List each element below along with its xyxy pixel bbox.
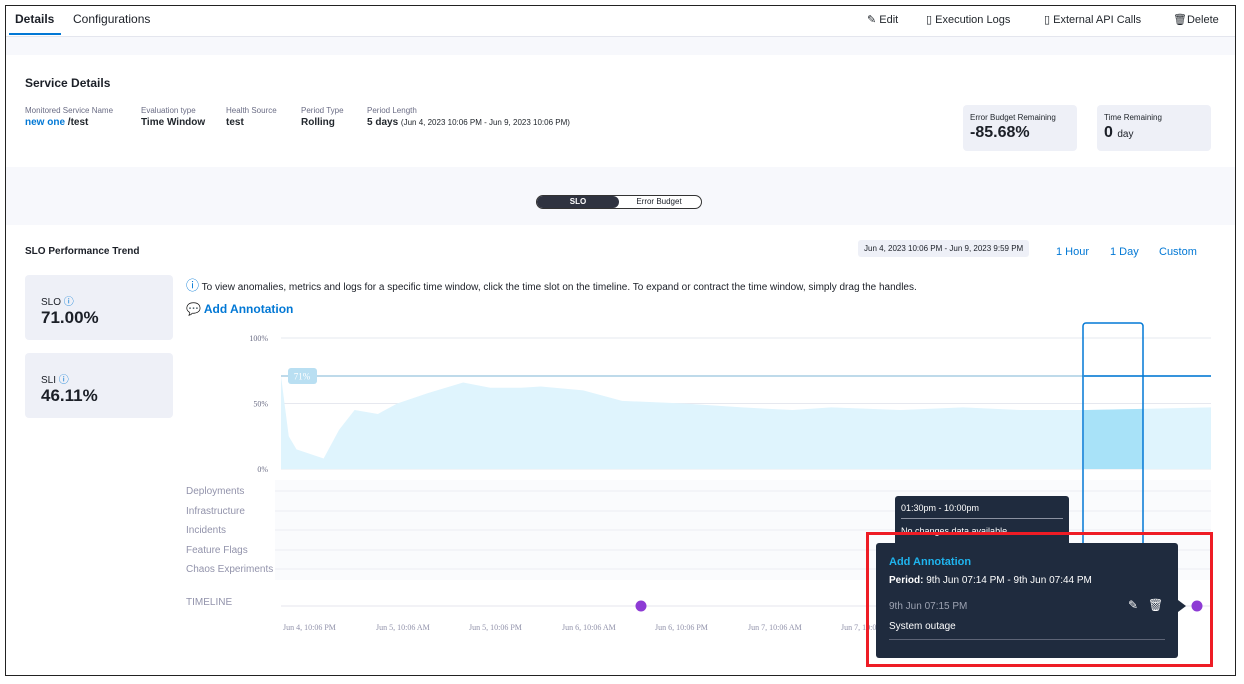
field-label: Evaluation type — [141, 106, 196, 115]
unit: day — [1117, 129, 1134, 140]
lane-label: Incidents — [186, 525, 227, 536]
date-range[interactable]: Jun 4, 2023 10:06 PM - Jun 9, 2023 9:59 … — [858, 240, 1030, 257]
lane-label: Chaos Experiments — [186, 564, 274, 575]
field-value: 5 days (Jun 4, 2023 10:06 PM - Jun 9, 20… — [367, 117, 570, 128]
delete-icon[interactable]: 🗑 — [1148, 598, 1164, 612]
text: To view anomalies, metrics and logs for … — [201, 282, 917, 293]
value: 5 days — [367, 117, 399, 128]
label: External API Calls — [1053, 14, 1142, 26]
popup-period: Period: 9th Jun 07:14 PM - 9th Jun 07:44… — [889, 575, 1092, 586]
card-value: -85.68% — [970, 124, 1030, 141]
tab[interactable]: Configurations — [73, 12, 151, 26]
field-label: Monitored Service Name — [25, 106, 114, 115]
stat-card: Error Budget Remaining -85.68% — [963, 105, 1077, 151]
delete-button[interactable]: 🗑Delete — [1173, 14, 1219, 26]
tab-indicator — [9, 33, 61, 35]
link[interactable]: new one — [25, 117, 66, 128]
annotation-marker[interactable] — [1191, 600, 1203, 612]
divider — [889, 639, 1165, 640]
highlight-box — [866, 532, 1213, 667]
annotation-marker[interactable] — [635, 600, 647, 612]
field-label: Health Source — [226, 106, 277, 115]
annotation-text: System outage — [889, 621, 956, 632]
metric-label: SLO ⓘ — [41, 293, 74, 308]
period-label: Period: — [889, 575, 924, 586]
field-value: Rolling — [301, 117, 335, 128]
tooltip-text: No changes data available — [901, 526, 1008, 536]
x-tick-label: Jun 6, 10:06 PM — [655, 623, 708, 632]
card-value: 0 day — [1104, 124, 1133, 142]
suffix: /test — [67, 117, 89, 128]
edit-button[interactable]: ✎ Edit — [867, 14, 899, 26]
x-tick-label: Jun 7, 10:06 AM — [748, 623, 802, 632]
metric-label: SLI ⓘ — [41, 371, 69, 386]
label: Delete — [1186, 14, 1219, 26]
metric-value: 46.11% — [41, 386, 98, 405]
info-text: ⓘ To view anomalies, metrics and logs fo… — [186, 275, 917, 294]
edit-icon[interactable]: ✎ — [1128, 598, 1139, 612]
label: SLI — [41, 375, 57, 386]
lane-label: Infrastructure — [186, 506, 245, 517]
x-tick-label: Jun 4, 10:06 PM — [283, 623, 336, 632]
lane-label: Deployments — [186, 486, 245, 497]
x-tick-label: Jun 5, 10:06 PM — [469, 623, 522, 632]
annotation-time: 9th Jun 07:15 PM — [889, 601, 968, 612]
info-icon: ⓘ — [63, 297, 74, 308]
toggle-option[interactable]: Error Budget — [636, 197, 682, 206]
range-button[interactable]: 1 Day — [1110, 246, 1139, 258]
section-title: SLO Performance Trend — [25, 246, 140, 257]
toggle-option[interactable]: SLO — [537, 196, 619, 208]
period: 9th Jun 07:14 PM - 9th Jun 07:44 PM — [926, 575, 1092, 586]
target-label: 71% — [294, 371, 311, 381]
divider — [901, 518, 1063, 519]
metric-card: SLO ⓘ 71.00% — [25, 275, 173, 340]
stat-card: Time Remaining 0 day — [1097, 105, 1211, 151]
card-label: Error Budget Remaining — [970, 113, 1056, 122]
info-icon: ⓘ — [58, 375, 69, 386]
x-tick-label: Jun 5, 10:06 AM — [376, 623, 430, 632]
y-tick-label: 0% — [257, 465, 268, 474]
annotation-popup: Add Annotation Period: 9th Jun 07:14 PM … — [876, 543, 1178, 658]
sli-area — [281, 375, 1211, 469]
metric-card: SLI ⓘ 46.11% — [25, 353, 173, 418]
range-button[interactable]: 1 Hour — [1056, 246, 1090, 258]
header-bar — [6, 6, 1235, 37]
target-badge — [288, 367, 317, 384]
sli-area-selected — [1084, 408, 1143, 469]
field-value: Time Window — [141, 117, 206, 128]
metric-value: 71.00% — [41, 308, 99, 327]
tooltip-title: 01:30pm - 10:00pm — [901, 503, 980, 513]
tab[interactable]: Details — [15, 12, 55, 26]
x-tick-label: Jun 6, 10:06 AM — [562, 623, 616, 632]
api-calls-button[interactable]: ▯ External API Calls — [1044, 14, 1142, 26]
label: Execution Logs — [935, 14, 1011, 26]
detail: (Jun 4, 2023 10:06 PM - Jun 9, 2023 10:0… — [400, 118, 570, 127]
value: 0 — [1104, 124, 1113, 141]
add-annotation-link[interactable]: 💬 Add Annotation — [186, 302, 294, 316]
field-value: test — [226, 117, 244, 128]
label: Edit — [879, 14, 899, 26]
lane-label: Feature Flags — [186, 545, 248, 556]
field-label: Period Type — [301, 106, 344, 115]
card-label: Time Remaining — [1104, 113, 1162, 122]
field-label: Period Length — [367, 106, 417, 115]
field-value: new one /test — [25, 117, 88, 128]
tooltip: 01:30pm - 10:00pm No changes data availa… — [895, 496, 1069, 546]
label: SLO — [41, 297, 62, 308]
label: Add Annotation — [203, 302, 294, 316]
range-button[interactable]: Custom — [1159, 246, 1197, 258]
execution-logs-button[interactable]: ▯ Execution Logs — [926, 14, 1011, 26]
section-title: Service Details — [25, 76, 111, 90]
lane-label: TIMELINE — [186, 597, 233, 608]
y-tick-label: 50% — [253, 400, 268, 409]
info-icon: ⓘ — [186, 278, 200, 293]
popup-title[interactable]: Add Annotation — [889, 556, 972, 568]
y-tick-label: 100% — [249, 334, 268, 343]
popup-arrow — [1178, 600, 1186, 612]
